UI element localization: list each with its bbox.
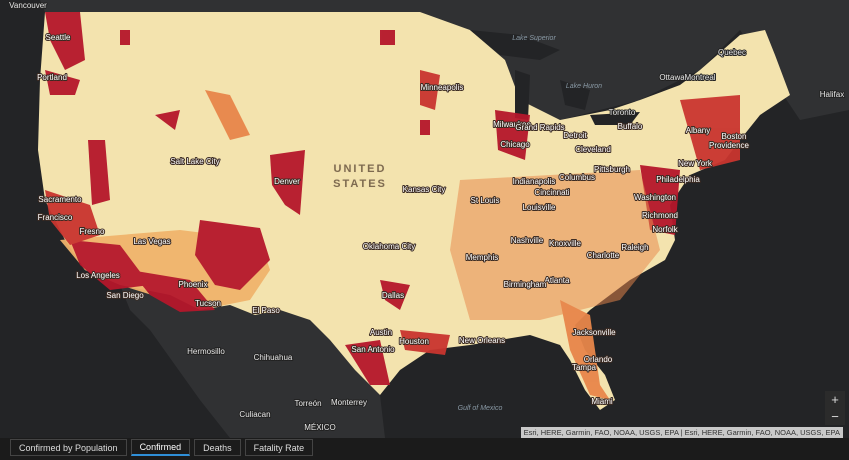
- zoom-out[interactable]: −: [825, 408, 845, 425]
- water-label: Lake Huron: [566, 83, 602, 90]
- city-label: New Orleans: [459, 336, 505, 345]
- city-label: Buffalo: [618, 122, 643, 131]
- city-label: Norfolk: [652, 225, 678, 234]
- tab[interactable]: Confirmed: [130, 439, 191, 456]
- tab-bar: Confirmed by Population Confirmed Deaths Fa…: [0, 438, 849, 460]
- city-label: Milwaukee: [493, 120, 531, 129]
- city-label: Knoxville: [549, 239, 582, 248]
- country-label: MÉXICO: [304, 423, 336, 432]
- city-label: Fresno: [80, 227, 105, 236]
- city-label: Albany: [686, 126, 710, 135]
- city-label: St Louis: [471, 196, 500, 205]
- country-label: UNITED: [334, 163, 387, 175]
- city-label: Indianapolis: [513, 177, 556, 186]
- city-label: Houston: [399, 337, 429, 346]
- city-label: Philadelphia: [656, 175, 700, 184]
- city-label: Phoenix: [179, 280, 208, 289]
- city-label: Austin: [370, 328, 392, 337]
- map: Vancouver Seattle Portland Sacramento Franci…: [0, 0, 849, 438]
- city-label: Providence: [709, 141, 750, 150]
- city-label: Tucson: [195, 299, 221, 308]
- city-label: Denver: [274, 177, 300, 186]
- city-label: Torreón: [294, 399, 321, 408]
- water-label: Lake Superior: [512, 35, 556, 42]
- city-label: Columbus: [559, 173, 595, 182]
- city-label: Washington: [634, 193, 676, 202]
- zoom-in[interactable]: +: [825, 391, 845, 408]
- great-lakes: [470, 30, 640, 125]
- city-label: Francisco: [38, 213, 73, 222]
- city-label: Pittsburgh: [594, 165, 630, 174]
- city-label: Culiacan: [239, 410, 270, 419]
- city-label: Orlando: [584, 355, 613, 364]
- tab[interactable]: Deaths: [194, 439, 241, 456]
- city-label: Montreal: [684, 73, 715, 82]
- city-label: Ottawa: [659, 73, 685, 82]
- city-label: Jacksonville: [572, 328, 616, 337]
- case-shading: [45, 12, 740, 400]
- mexico: [120, 285, 385, 438]
- city-label: Chihuahua: [254, 353, 293, 362]
- city-label: Seattle: [46, 33, 71, 42]
- city-label: Richmond: [642, 211, 678, 220]
- city-label: Raleigh: [621, 243, 648, 252]
- city-label: Detroit: [563, 131, 587, 140]
- city-label: Chicago: [500, 140, 530, 149]
- city-label: Monterrey: [331, 398, 367, 407]
- map-labels: Vancouver Seattle Portland Sacramento Franci…: [8, 0, 845, 433]
- attribution: Esri, HERE, Garmin, FAO, NOAA, USGS, EPA…: [520, 427, 843, 438]
- city-label: Boston: [722, 132, 747, 141]
- city-label: Atlanta: [545, 276, 570, 285]
- city-label: Kansas City: [403, 185, 446, 194]
- city-label: Los Angeles: [76, 271, 120, 280]
- city-label: Grand Rapids: [515, 123, 564, 132]
- city-label: Vancouver: [9, 1, 47, 10]
- city-label: Salt Lake City: [170, 157, 219, 166]
- city-label: Birmingham: [504, 280, 547, 289]
- city-label: Charlotte: [587, 251, 620, 260]
- tab[interactable]: Fatality Rate: [244, 439, 314, 456]
- city-label: Hermosillo: [187, 347, 225, 356]
- city-label: Minneapolis: [421, 83, 464, 92]
- city-label: Cincinnati: [534, 188, 569, 197]
- city-label: Dallas: [382, 291, 404, 300]
- tab[interactable]: Confirmed by Population: [10, 439, 127, 456]
- city-label: Tampa: [572, 363, 597, 372]
- city-label: Halifax: [820, 90, 844, 99]
- city-label: Memphis: [466, 253, 498, 262]
- city-label: Oklahoma City: [363, 242, 415, 251]
- city-label: San Diego: [106, 291, 144, 300]
- city-label: Las Vegas: [133, 237, 170, 246]
- city-label: Sacramento: [38, 195, 82, 204]
- city-label: Portland: [37, 73, 67, 82]
- city-label: Quebec: [718, 48, 746, 57]
- city-label: Nashville: [511, 236, 544, 245]
- city-label: San Antonio: [351, 345, 395, 354]
- city-label: El Paso: [252, 306, 280, 315]
- country-label: STATES: [333, 178, 387, 190]
- city-label: New York: [678, 159, 713, 168]
- canada: [0, 0, 849, 120]
- city-label: Cleveland: [575, 145, 611, 154]
- city-label: Toronto: [609, 108, 636, 117]
- city-label: Louisville: [523, 203, 556, 212]
- city-label: Miami: [591, 397, 613, 406]
- water-label: Gulf of Mexico: [458, 405, 503, 412]
